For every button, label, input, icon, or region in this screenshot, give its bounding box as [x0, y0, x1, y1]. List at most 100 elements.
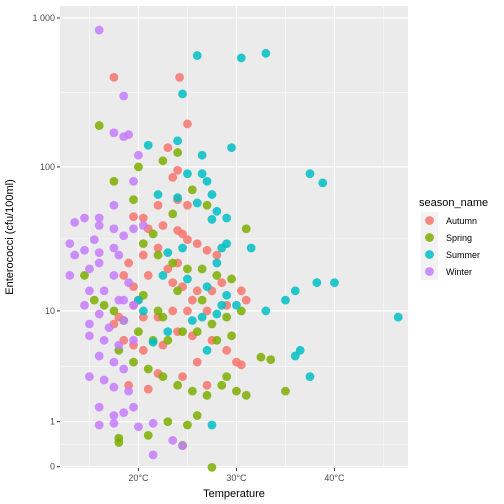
- data-point-spring: [109, 306, 119, 316]
- data-point-autumn: [173, 165, 183, 175]
- data-point-winter: [70, 218, 80, 227]
- data-point-spring: [207, 319, 217, 329]
- data-point-spring: [163, 335, 173, 345]
- data-point-summer: [318, 178, 328, 188]
- data-point-autumn: [192, 357, 202, 367]
- data-point-winter: [99, 286, 109, 296]
- data-point-spring: [143, 364, 153, 374]
- data-point-winter: [134, 150, 143, 160]
- data-point-spring: [99, 300, 109, 310]
- data-point-winter: [109, 271, 119, 280]
- data-point-winter: [124, 130, 134, 140]
- data-point-winter: [124, 278, 134, 288]
- data-point-winter: [80, 300, 89, 310]
- data-point-winter: [119, 408, 129, 417]
- data-point-winter: [119, 231, 129, 241]
- data-point-winter: [65, 239, 75, 249]
- series-spring: [80, 121, 290, 472]
- data-point-summer: [227, 143, 236, 153]
- data-point-winter: [119, 364, 129, 374]
- data-point-autumn: [217, 278, 227, 288]
- data-point-summer: [173, 136, 183, 146]
- data-point-winter: [109, 224, 119, 234]
- x-tick-label: 20°C: [128, 473, 149, 483]
- data-point-spring: [80, 271, 89, 280]
- data-point-winter: [109, 411, 119, 420]
- data-point-autumn: [163, 143, 173, 153]
- y-tick-label: 10: [45, 306, 55, 316]
- data-point-autumn: [175, 72, 184, 82]
- data-point-autumn: [124, 258, 134, 268]
- data-point-spring: [232, 386, 241, 396]
- data-point-spring: [129, 357, 138, 367]
- data-point-winter: [114, 250, 124, 260]
- data-point-summer: [393, 312, 403, 322]
- data-point-winter: [109, 200, 119, 210]
- data-point-autumn: [138, 312, 148, 322]
- data-point-winter: [94, 351, 104, 361]
- data-point-spring: [178, 327, 187, 337]
- data-point-winter: [85, 286, 94, 296]
- data-point-winter: [134, 422, 143, 432]
- data-point-spring: [173, 286, 183, 296]
- data-point-summer: [178, 89, 187, 99]
- data-point-spring: [207, 462, 217, 472]
- legend-key-winter: [425, 267, 434, 276]
- data-point-autumn: [222, 345, 232, 355]
- legend-label-summer: Summer: [446, 250, 480, 260]
- data-point-winter: [94, 213, 104, 223]
- data-point-winter: [119, 91, 129, 101]
- data-point-winter: [85, 264, 94, 274]
- data-point-spring: [227, 274, 236, 284]
- data-point-winter: [89, 235, 99, 244]
- y-tick-label: 100: [40, 162, 55, 172]
- data-point-spring: [192, 327, 202, 337]
- data-point-spring: [202, 390, 212, 400]
- data-point-autumn: [202, 245, 212, 255]
- data-point-winter: [109, 243, 119, 253]
- data-point-winter: [124, 386, 134, 396]
- data-point-winter: [85, 331, 94, 341]
- series-summer: [134, 48, 403, 430]
- data-point-winter: [65, 271, 75, 280]
- data-point-summer: [212, 309, 222, 319]
- data-point-summer: [217, 300, 227, 310]
- data-point-summer: [202, 176, 212, 186]
- data-point-autumn: [153, 200, 163, 210]
- data-point-summer: [187, 316, 197, 325]
- data-points: [65, 25, 403, 472]
- data-point-summer: [207, 190, 217, 199]
- data-point-autumn: [183, 306, 192, 316]
- data-point-summer: [261, 48, 271, 58]
- data-point-summer: [236, 53, 246, 63]
- data-point-spring: [163, 417, 173, 427]
- data-point-winter: [94, 402, 104, 412]
- data-point-winter: [94, 258, 104, 268]
- data-point-spring: [212, 335, 222, 345]
- data-point-winter: [80, 245, 89, 255]
- data-point-winter: [129, 335, 138, 345]
- data-point-summer: [143, 140, 153, 150]
- data-point-summer: [232, 300, 241, 310]
- data-point-spring: [241, 390, 251, 400]
- data-point-autumn: [187, 295, 197, 305]
- data-point-winter: [80, 213, 89, 223]
- data-point-winter: [148, 450, 158, 460]
- data-point-summer: [222, 290, 232, 300]
- data-point-winter: [94, 221, 104, 230]
- data-point-spring: [212, 271, 222, 280]
- data-point-spring: [148, 229, 158, 239]
- data-point-winter: [129, 224, 138, 234]
- data-point-spring: [138, 239, 148, 249]
- data-point-spring: [173, 148, 183, 157]
- data-point-summer: [207, 420, 217, 430]
- data-point-summer: [212, 206, 222, 216]
- data-point-winter: [148, 418, 158, 428]
- data-point-spring: [153, 250, 163, 260]
- y-tick-label: 0: [50, 462, 55, 472]
- data-point-autumn: [109, 72, 119, 82]
- data-point-winter: [119, 316, 129, 325]
- data-point-spring: [183, 420, 192, 430]
- data-point-autumn: [168, 306, 178, 316]
- data-point-winter: [104, 323, 114, 333]
